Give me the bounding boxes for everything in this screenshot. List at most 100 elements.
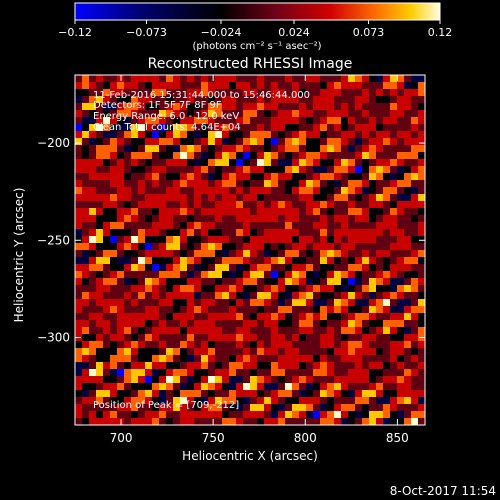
heatmap-cell — [327, 131, 335, 139]
heatmap-cell — [390, 369, 398, 377]
heatmap-cell — [306, 96, 314, 104]
heatmap-cell — [222, 236, 230, 244]
heatmap-cell — [278, 89, 286, 97]
heatmap-cell — [362, 285, 370, 293]
heatmap-cell — [215, 306, 223, 314]
heatmap-cell — [278, 411, 286, 419]
heatmap-cell — [348, 75, 356, 83]
heatmap-cell — [257, 418, 265, 425]
heatmap-cell — [369, 299, 377, 307]
heatmap-cell — [117, 89, 125, 97]
heatmap-cell — [390, 96, 398, 104]
heatmap-cell — [250, 362, 258, 370]
heatmap-cell — [285, 208, 293, 216]
heatmap-cell — [187, 103, 195, 111]
heatmap-cell — [145, 229, 153, 237]
heatmap-cell — [327, 404, 335, 412]
heatmap-cell — [264, 306, 272, 314]
heatmap-cell — [180, 397, 188, 405]
heatmap-cell — [362, 257, 370, 265]
heatmap-cell — [96, 334, 104, 342]
heatmap-cell — [229, 278, 237, 286]
heatmap-cell — [418, 110, 425, 118]
heatmap-cell — [236, 145, 244, 153]
heatmap-cell — [215, 250, 223, 258]
heatmap-cell — [376, 110, 384, 118]
heatmap-cell — [208, 222, 216, 230]
heatmap-cell — [299, 82, 307, 90]
heatmap-cell — [131, 320, 139, 328]
heatmap-cell — [278, 292, 286, 300]
heatmap-cell — [285, 243, 293, 251]
heatmap-cell — [299, 208, 307, 216]
heatmap-cell — [397, 89, 405, 97]
heatmap-cell — [320, 313, 328, 321]
heatmap-cell — [145, 306, 153, 314]
heatmap-cell — [383, 103, 391, 111]
heatmap-cell — [82, 110, 90, 118]
heatmap-cell — [152, 264, 160, 272]
heatmap-cell — [124, 194, 132, 202]
heatmap-cell — [243, 390, 251, 398]
heatmap-cell — [383, 250, 391, 258]
heatmap-cell — [117, 278, 125, 286]
heatmap-cell — [369, 362, 377, 370]
heatmap-cell — [229, 271, 237, 279]
heatmap-cell — [103, 411, 111, 419]
heatmap-cell — [355, 271, 363, 279]
heatmap-cell — [250, 145, 258, 153]
heatmap-cell — [229, 404, 237, 412]
y-axis-ticks: −200−250−300 — [37, 136, 425, 345]
heatmap-cell — [173, 292, 181, 300]
heatmap-cell — [180, 411, 188, 419]
heatmap-cell — [236, 271, 244, 279]
heatmap-cell — [341, 271, 349, 279]
heatmap-cell — [201, 180, 209, 188]
heatmap-cell — [320, 194, 328, 202]
heatmap-cell — [404, 236, 412, 244]
heatmap-cell — [404, 285, 412, 293]
heatmap-cell — [418, 299, 425, 307]
heatmap-cell — [243, 243, 251, 251]
heatmap-cell — [306, 404, 314, 412]
heatmap-cell — [404, 306, 412, 314]
heatmap-cell — [180, 152, 188, 160]
heatmap-cell — [145, 250, 153, 258]
heatmap-cell — [117, 180, 125, 188]
heatmap-cell — [397, 320, 405, 328]
heatmap-cell — [362, 222, 370, 230]
heatmap-cell — [180, 96, 188, 104]
heatmap-cell — [362, 369, 370, 377]
heatmap-cell — [222, 110, 230, 118]
heatmap-cell — [82, 201, 90, 209]
heatmap-cell — [411, 75, 419, 83]
heatmap-cell — [404, 131, 412, 139]
heatmap-cell — [264, 89, 272, 97]
heatmap-cell — [194, 383, 202, 391]
heatmap-cell — [341, 201, 349, 209]
heatmap-cell — [159, 103, 167, 111]
heatmap-cell — [362, 103, 370, 111]
heatmap-cell — [376, 278, 384, 286]
heatmap-cell — [348, 341, 356, 349]
heatmap-cell — [208, 166, 216, 174]
heatmap-cell — [187, 187, 195, 195]
heatmap-cell — [334, 159, 342, 167]
heatmap-cell — [236, 257, 244, 265]
heatmap-cell — [138, 89, 146, 97]
heatmap-cell — [250, 257, 258, 265]
heatmap-cell — [383, 313, 391, 321]
heatmap-cell — [166, 138, 174, 146]
heatmap-cell — [418, 383, 425, 391]
heatmap-cell — [229, 397, 237, 405]
heatmap-cell — [299, 222, 307, 230]
heatmap-cell — [369, 96, 377, 104]
heatmap-cell — [145, 180, 153, 188]
heatmap-cell — [313, 383, 321, 391]
heatmap-cell — [96, 348, 104, 356]
heatmap-cell — [89, 187, 97, 195]
heatmap-cell — [124, 89, 132, 97]
heatmap-cell — [82, 229, 90, 237]
heatmap-cell — [173, 341, 181, 349]
heatmap-cell — [383, 201, 391, 209]
